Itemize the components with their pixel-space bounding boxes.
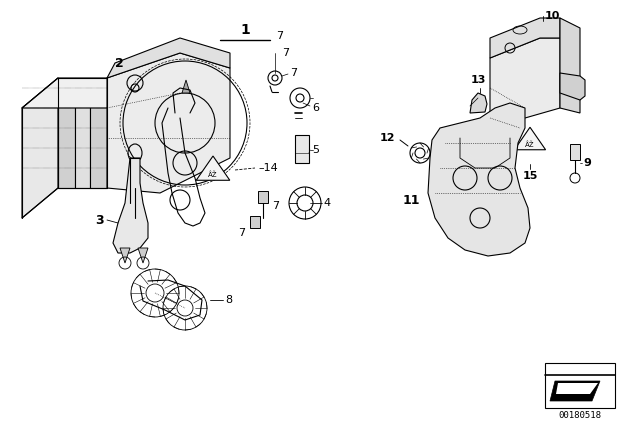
Polygon shape <box>515 127 545 150</box>
Polygon shape <box>560 73 585 100</box>
Text: 7: 7 <box>272 201 279 211</box>
Text: 00180518: 00180518 <box>559 410 602 419</box>
Polygon shape <box>58 78 75 188</box>
Bar <box>250 216 260 228</box>
Polygon shape <box>120 248 130 263</box>
Text: 7: 7 <box>282 48 289 58</box>
Bar <box>570 144 580 160</box>
Text: 7: 7 <box>290 68 297 78</box>
Polygon shape <box>550 381 600 401</box>
Text: 15: 15 <box>522 171 538 181</box>
Polygon shape <box>470 93 487 113</box>
Polygon shape <box>490 18 560 58</box>
Text: 3: 3 <box>95 214 104 227</box>
Text: 13: 13 <box>470 75 486 85</box>
Text: 1: 1 <box>240 23 250 37</box>
Text: 4: 4 <box>323 198 330 208</box>
Text: 8: 8 <box>225 295 232 305</box>
Polygon shape <box>113 158 148 253</box>
Text: 9: 9 <box>583 158 591 168</box>
Text: ÂŽ: ÂŽ <box>208 172 218 178</box>
Polygon shape <box>22 78 115 108</box>
Polygon shape <box>22 78 58 218</box>
Text: 6: 6 <box>312 103 319 113</box>
Text: 2: 2 <box>115 56 124 69</box>
Text: 7: 7 <box>238 228 245 238</box>
Polygon shape <box>428 103 530 256</box>
Text: 10: 10 <box>545 11 561 21</box>
Polygon shape <box>107 53 230 193</box>
Polygon shape <box>490 38 560 128</box>
Polygon shape <box>107 38 230 78</box>
Polygon shape <box>560 18 580 113</box>
Polygon shape <box>556 383 598 394</box>
Text: –14: –14 <box>258 163 278 173</box>
Text: ÂŽ: ÂŽ <box>525 142 535 148</box>
Text: 7: 7 <box>276 31 283 41</box>
Polygon shape <box>182 80 190 93</box>
Polygon shape <box>196 156 230 180</box>
Polygon shape <box>90 78 107 188</box>
Polygon shape <box>138 248 148 263</box>
Text: 12: 12 <box>380 133 395 143</box>
Bar <box>295 135 309 163</box>
Text: 5: 5 <box>312 145 319 155</box>
Polygon shape <box>75 78 90 188</box>
Text: 11: 11 <box>403 194 420 207</box>
Bar <box>258 191 268 203</box>
Bar <box>545 363 615 408</box>
